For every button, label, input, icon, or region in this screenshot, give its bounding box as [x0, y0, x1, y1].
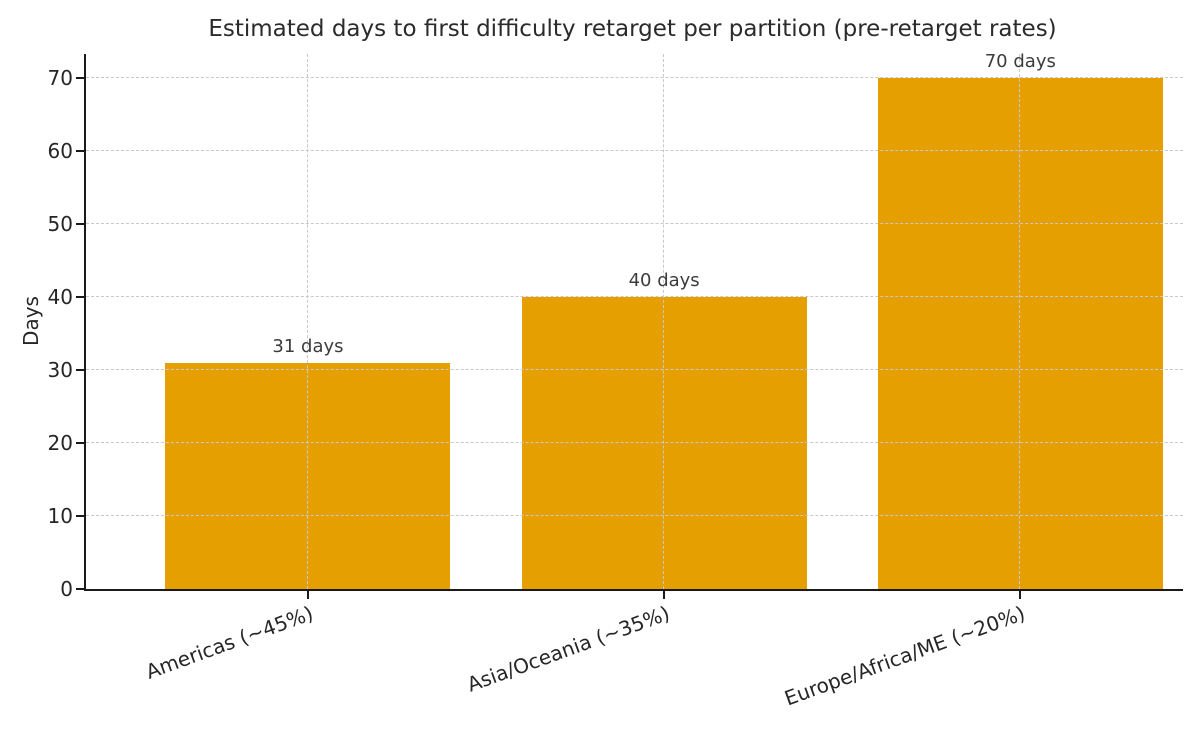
- bar-value-label: 70 days: [984, 51, 1056, 73]
- y-tick-mark: [76, 588, 84, 590]
- y-tick-label: 50: [47, 212, 73, 237]
- y-tick-label: 30: [47, 358, 73, 383]
- y-tick-label: 10: [47, 504, 73, 528]
- y-tick-label: 40: [47, 285, 73, 310]
- x-tick-label: Asia/Oceania (~35%): [463, 601, 673, 697]
- x-tick-label: Europe/Africa/ME (~20%): [781, 601, 1029, 711]
- y-tick-mark: [76, 77, 84, 80]
- y-tick-mark: [76, 296, 84, 299]
- bar-value-label: 31 days: [272, 335, 344, 357]
- y-gridline: [86, 515, 1183, 516]
- bar-value-label: 40 days: [628, 270, 700, 292]
- x-tick-label: Americas (~45%): [142, 601, 317, 684]
- y-tick-mark: [76, 150, 84, 153]
- y-tick-mark: [76, 515, 84, 517]
- x-tick-mark: [1019, 591, 1022, 599]
- y-gridline: [86, 77, 1183, 79]
- y-gridline: [86, 442, 1183, 444]
- x-tick-mark: [306, 591, 309, 599]
- x-gridline: [663, 54, 665, 589]
- x-gridline: [1019, 54, 1021, 589]
- y-tick-mark: [76, 369, 84, 372]
- plot-area: 0 10 20 30 40 50 60 70 31 days Americas (~45%) 40 …: [48, 51, 1183, 710]
- y-gridline: [86, 296, 1183, 298]
- y-gridline: [86, 223, 1183, 225]
- y-tick-label: 0: [60, 577, 73, 601]
- y-tick-label: 70: [47, 66, 73, 91]
- y-tick-label: 60: [47, 139, 73, 164]
- y-axis-label: Days: [19, 296, 43, 346]
- chart-title: Estimated days to first difficulty retar…: [208, 16, 1057, 42]
- x-gridline: [306, 54, 308, 589]
- y-tick-label: 20: [47, 431, 73, 456]
- x-tick-mark: [663, 591, 666, 599]
- y-gridline: [86, 150, 1183, 152]
- y-gridline: [86, 369, 1183, 371]
- y-tick-mark: [76, 223, 84, 226]
- y-tick-mark: [76, 442, 84, 445]
